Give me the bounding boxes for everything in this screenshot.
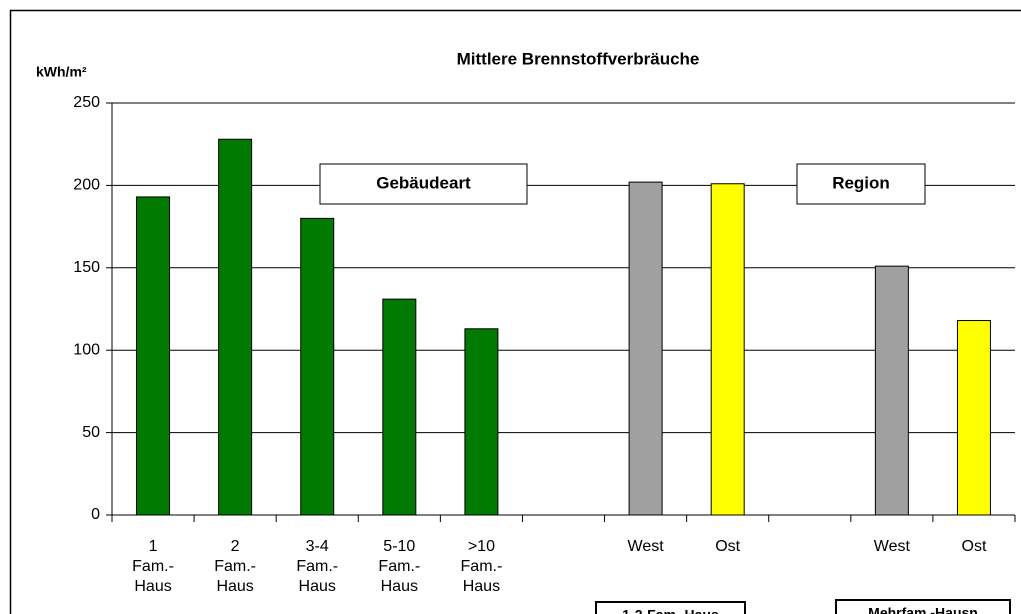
chart-title: Mittlere Brennstoffverbräuche: [457, 49, 700, 68]
x-tick-label: >10 Fam.-Haus: [461, 538, 503, 595]
annotation-box: [796, 163, 926, 205]
y-tick-label: 250: [73, 94, 100, 111]
bar: [628, 181, 663, 516]
x-tick-label: 2 Fam.-Haus: [214, 538, 256, 595]
chart-frame: [9, 9, 1021, 614]
x-tick-label: Ost: [715, 538, 740, 555]
x-tick-label: 1 Fam.-Haus: [132, 538, 174, 595]
bar: [874, 265, 909, 516]
group-box: [835, 599, 1011, 614]
annotation: Region: [832, 173, 890, 192]
bar: [710, 183, 745, 516]
bar: [218, 138, 253, 516]
group-box: [595, 601, 746, 614]
y-tick-label: 200: [73, 177, 100, 194]
x-tick-label: 5-10 Fam.-Haus: [378, 538, 420, 595]
annotation: Gebäudeart: [376, 173, 471, 192]
x-tick-label: Ost: [962, 538, 987, 555]
bar: [956, 320, 991, 516]
group-label: Mehrfam.-Hausn: [868, 605, 978, 614]
x-tick-label: West: [628, 538, 665, 555]
group-label: 1-2-Fam.-Haus: [622, 607, 719, 614]
x-tick-label: West: [874, 538, 911, 555]
y-tick-label: 50: [82, 424, 100, 441]
bar: [136, 196, 171, 516]
y-axis-label: kWh/m²: [36, 64, 87, 80]
x-tick-label: 3-4 Fam.-Haus: [296, 538, 338, 595]
annotation-box: [319, 163, 528, 205]
bar: [300, 217, 335, 516]
y-tick-label: 150: [73, 259, 100, 276]
y-tick-label: 100: [73, 341, 100, 358]
y-tick-label: 0: [91, 506, 100, 523]
bar: [464, 328, 499, 516]
bar: [382, 298, 417, 516]
